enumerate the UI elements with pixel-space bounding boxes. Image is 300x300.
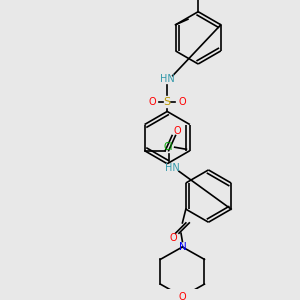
Text: Cl: Cl — [163, 142, 172, 152]
Text: O: O — [178, 292, 186, 300]
Text: HN: HN — [165, 163, 179, 173]
Text: O: O — [173, 126, 181, 136]
Text: N: N — [178, 242, 186, 252]
Text: HN: HN — [160, 74, 175, 84]
Text: S: S — [164, 97, 171, 107]
Text: O: O — [169, 233, 177, 243]
Text: O: O — [178, 97, 186, 107]
Text: O: O — [148, 97, 156, 107]
